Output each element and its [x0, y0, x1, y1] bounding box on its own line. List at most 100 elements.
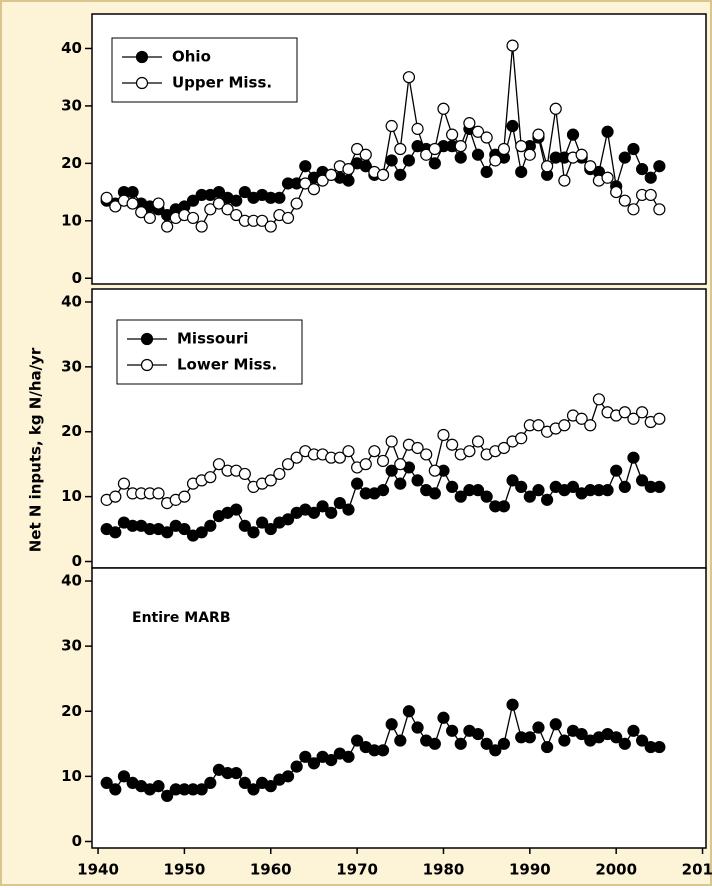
- data-point: [342, 163, 355, 176]
- data-point: [653, 203, 666, 216]
- data-point: [376, 168, 390, 181]
- annotation: Entire MARB: [132, 610, 231, 626]
- data-point: [247, 783, 260, 796]
- data-point: [446, 724, 459, 737]
- data-point: [273, 467, 286, 481]
- data-point: [385, 154, 398, 167]
- data-point: [480, 490, 493, 503]
- data-point: [299, 750, 312, 763]
- data-point: [463, 117, 476, 130]
- x-tick-label: 2010: [682, 861, 712, 879]
- x-tick-label: 1980: [423, 861, 465, 879]
- data-point: [653, 160, 666, 173]
- data-point: [204, 203, 217, 216]
- data-point: [100, 776, 113, 789]
- data-point: [601, 484, 614, 497]
- data-point: [506, 119, 519, 133]
- data-point: [437, 102, 450, 115]
- data-point: [281, 770, 295, 783]
- data-point: [325, 753, 338, 767]
- data-point: [515, 432, 528, 445]
- data-point: [152, 780, 165, 793]
- data-point: [238, 519, 251, 532]
- data-point: [342, 750, 355, 763]
- data-point: [515, 140, 528, 153]
- y-tick-label: 0: [72, 832, 82, 850]
- data-point: [178, 490, 191, 503]
- data-point: [204, 471, 217, 484]
- data-point: [281, 211, 295, 225]
- data-point: [592, 393, 606, 406]
- data-point: [428, 157, 441, 170]
- legend-marker: [135, 76, 149, 90]
- data-point: [446, 480, 459, 493]
- data-point: [627, 724, 640, 737]
- data-point: [471, 435, 485, 448]
- data-point: [117, 477, 131, 490]
- data-point: [506, 698, 519, 711]
- data-point: [299, 177, 312, 190]
- data-point: [385, 718, 398, 731]
- data-point: [264, 522, 277, 536]
- data-point: [575, 727, 588, 741]
- data-point: [385, 435, 398, 448]
- data-point: [152, 197, 165, 210]
- data-point: [342, 174, 355, 187]
- data-point: [385, 464, 398, 477]
- y-tick-label: 30: [61, 357, 82, 375]
- data-point: [610, 464, 623, 477]
- legend-marker: [140, 358, 154, 372]
- data-point: [627, 203, 640, 216]
- x-tick-label: 1990: [509, 861, 551, 879]
- data-point: [454, 140, 467, 153]
- data-point: [627, 451, 640, 464]
- data-point: [541, 493, 554, 506]
- data-point: [489, 744, 502, 757]
- data-point: [230, 208, 243, 222]
- data-point: [247, 526, 260, 539]
- data-point: [342, 503, 355, 516]
- data-point: [437, 428, 450, 442]
- y-tick-label: 20: [61, 422, 82, 440]
- data-point: [109, 200, 122, 213]
- data-point: [618, 737, 631, 750]
- data-point: [256, 516, 269, 529]
- data-point: [549, 102, 562, 115]
- data-point: [290, 451, 303, 464]
- data-point: [515, 480, 528, 493]
- data-point: [342, 445, 355, 458]
- data-point: [402, 154, 416, 167]
- data-point: [195, 220, 208, 233]
- data-point: [204, 519, 217, 532]
- data-point: [463, 445, 476, 458]
- y-tick-label: 40: [61, 39, 82, 57]
- data-point: [506, 39, 519, 52]
- y-tick-label: 10: [61, 487, 82, 505]
- data-point: [558, 174, 571, 187]
- data-point: [230, 767, 243, 780]
- data-point: [411, 474, 424, 487]
- data-point: [161, 220, 174, 233]
- data-point: [135, 206, 148, 219]
- data-point: [307, 183, 321, 196]
- data-point: [575, 148, 588, 161]
- data-point: [394, 142, 407, 156]
- data-point: [290, 760, 303, 773]
- x-tick-label: 2000: [595, 861, 637, 879]
- data-point: [351, 734, 364, 747]
- data-point: [100, 191, 113, 204]
- data-point: [152, 487, 165, 500]
- legend-label: Upper Miss.: [172, 74, 272, 92]
- data-point: [497, 142, 511, 156]
- data-point: [221, 203, 234, 216]
- data-point: [195, 526, 208, 539]
- data-point: [161, 789, 174, 803]
- data-point: [506, 474, 519, 487]
- data-point: [549, 718, 562, 731]
- data-point: [238, 467, 251, 481]
- data-point: [264, 220, 277, 233]
- data-point: [489, 154, 502, 167]
- data-point: [394, 477, 407, 490]
